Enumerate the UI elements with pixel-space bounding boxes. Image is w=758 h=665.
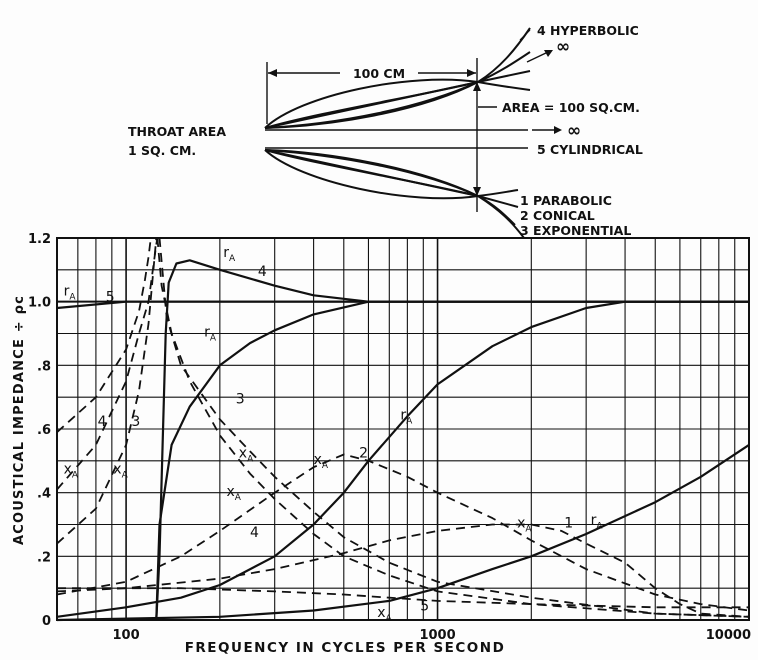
- horn-lower-parabolic: [264, 149, 519, 200]
- infinity-arrow-1-head: [544, 50, 553, 57]
- horn-labels: 100 CM AREA = 100 SQ.CM. THROAT AREA 1 S…: [128, 23, 643, 238]
- series-xa-3: [56, 237, 159, 491]
- series-xa-4: [56, 237, 158, 545]
- hyperbolic-label: 4 HYPERBOLIC: [537, 23, 639, 38]
- infinity-arrow-1-line: [526, 51, 549, 63]
- exponential-label: 3 EXPONENTIAL: [520, 223, 631, 238]
- series-ra-4: [155, 259, 749, 621]
- curve-label: 5: [106, 290, 115, 306]
- infinity-2: ∞: [567, 121, 581, 141]
- area-label: AREA = 100 SQ.CM.: [502, 100, 640, 115]
- cylindrical-label: 5 CYLINDRICAL: [537, 142, 643, 157]
- chart-series: [56, 237, 750, 622]
- y-tick-label: 0: [42, 614, 51, 629]
- tick-labels: 0 .2 .4 .6 .8 1.0 1.2 100 1000 10000: [28, 232, 751, 643]
- throat-label-2: 1 SQ. CM.: [128, 143, 196, 158]
- series-xa-1-tail: [57, 587, 749, 609]
- horn-diagram: [264, 27, 562, 239]
- x-tick-label: 100: [113, 628, 140, 643]
- series-ra-3: [155, 300, 749, 621]
- curve-label: 1: [564, 516, 573, 532]
- infinity-1: ∞: [556, 37, 570, 57]
- curve-label: 2: [359, 446, 368, 462]
- area-arrow-down: [473, 187, 481, 196]
- curve-label: 4: [258, 264, 267, 280]
- horn-upper-exponential: [264, 51, 531, 129]
- x-tick-label: 10000: [706, 628, 751, 643]
- curve-label: xA: [314, 452, 329, 471]
- series-ra-1: [56, 443, 750, 622]
- series-xa-1: [56, 523, 750, 618]
- curve-label: xA: [64, 462, 79, 481]
- curve-label: rA: [64, 283, 77, 302]
- series-xa-3-falling: [158, 237, 750, 618]
- curve-label: xA: [227, 484, 242, 503]
- y-tick-label: .2: [37, 550, 51, 565]
- y-tick-label: .6: [37, 423, 51, 438]
- curve-label: rA: [204, 325, 217, 344]
- y-tick-label: 1.0: [28, 296, 51, 311]
- length-label: 100 CM: [353, 66, 405, 81]
- curve-label: 5: [420, 599, 429, 615]
- conical-label: 2 CONICAL: [520, 208, 595, 223]
- y-axis-label: ACOUSTICAL IMPEDANCE ÷ ρc: [12, 295, 27, 545]
- x-tick-label: 1000: [419, 628, 455, 643]
- dim-arrow-right: [467, 69, 476, 77]
- curve-label: 3: [236, 392, 245, 408]
- series-xa-4-falling: [156, 237, 750, 618]
- curve-label: 4: [250, 525, 259, 541]
- y-tick-label: .4: [37, 487, 51, 502]
- horn-lower-extra: [264, 149, 479, 197]
- y-tick-label: 1.2: [28, 232, 51, 247]
- parabolic-label: 1 PARABOLIC: [520, 193, 612, 208]
- curve-label: 3: [131, 414, 140, 430]
- series-xa-2: [56, 453, 750, 612]
- x-axis-label: FREQUENCY IN CYCLES PER SECOND: [185, 640, 506, 656]
- horn-upper-extra: [264, 81, 479, 129]
- area-arrow-up: [473, 82, 481, 91]
- curve-label: rA: [223, 245, 236, 264]
- horn-upper-parabolic: [264, 78, 531, 129]
- y-tick-label: .8: [37, 359, 51, 374]
- dim-arrow-left: [268, 69, 277, 77]
- hyperbolic-tick: [519, 29, 531, 41]
- series-xa-5: [56, 237, 152, 433]
- curve-label: xA: [517, 516, 532, 535]
- horn-lower-exponential: [264, 149, 516, 226]
- chart-grid: [56, 237, 750, 621]
- series-ra-2: [56, 300, 749, 618]
- curve-label: 4: [98, 414, 107, 430]
- throat-label-1: THROAT AREA: [128, 124, 226, 139]
- infinity-arrow-2-head: [554, 126, 562, 134]
- curve-label: rA: [591, 513, 604, 532]
